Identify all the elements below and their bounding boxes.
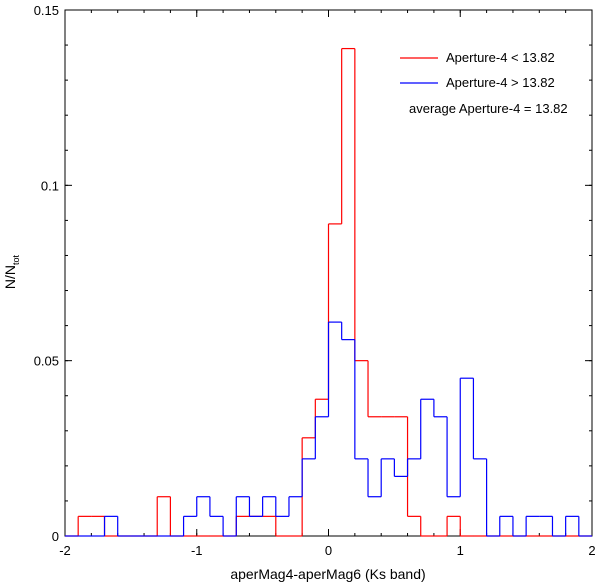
y-tick-label: 0.15 <box>34 3 59 18</box>
x-tick-label: 0 <box>325 543 332 558</box>
y-axis-ticks: 0 0.05 0.1 0.15 <box>34 3 592 544</box>
average-annotation: average Aperture-4 = 13.82 <box>409 101 568 116</box>
y-axis-title: N/Ntot <box>2 254 21 289</box>
x-tick-label: 1 <box>457 543 464 558</box>
y-axis-title-main: N/N <box>2 265 18 289</box>
x-axis-title: aperMag4-aperMag6 (Ks band) <box>230 566 425 582</box>
legend-label-red: Aperture-4 < 13.82 <box>446 50 555 65</box>
y-axis-title-sub: tot <box>11 254 21 265</box>
series-red <box>65 47 592 537</box>
x-axis-ticks: -2 -1 0 1 2 <box>59 10 596 558</box>
series-layer <box>65 47 592 537</box>
legend-label-blue: Aperture-4 > 13.82 <box>446 75 555 90</box>
y-tick-label: 0.1 <box>41 178 59 193</box>
y-tick-label: 0.05 <box>34 354 59 369</box>
x-tick-label: -2 <box>59 543 71 558</box>
series-blue <box>65 321 592 537</box>
legend: Aperture-4 < 13.82 Aperture-4 > 13.82 av… <box>400 50 568 116</box>
y-tick-label: 0 <box>52 529 59 544</box>
svg-text:N/Ntot: N/Ntot <box>2 254 21 289</box>
x-tick-label: 2 <box>588 543 595 558</box>
x-tick-label: -1 <box>191 543 203 558</box>
